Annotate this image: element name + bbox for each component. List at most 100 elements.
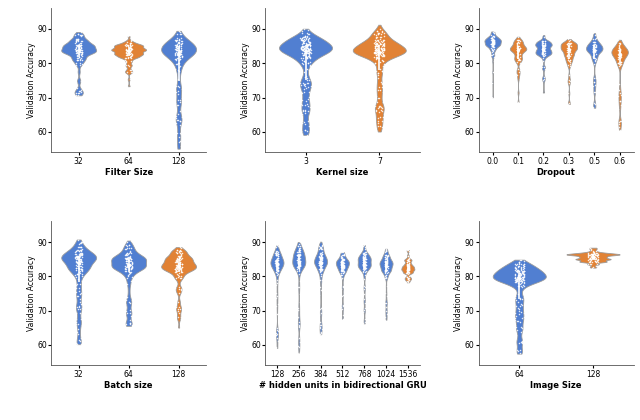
- Point: [373, 122, 383, 129]
- Point: [273, 261, 283, 268]
- Point: [314, 331, 324, 338]
- Point: [487, 37, 497, 44]
- Point: [359, 255, 369, 262]
- Point: [174, 266, 184, 273]
- Point: [380, 33, 390, 39]
- Point: [271, 331, 281, 338]
- Point: [120, 49, 131, 55]
- Point: [70, 250, 81, 257]
- Point: [379, 47, 389, 53]
- Point: [511, 265, 521, 271]
- Point: [540, 48, 550, 55]
- Point: [316, 328, 326, 335]
- Point: [486, 37, 497, 44]
- Point: [401, 270, 412, 276]
- Point: [122, 68, 132, 75]
- Point: [382, 252, 392, 259]
- Point: [371, 37, 381, 44]
- Point: [402, 261, 412, 268]
- Point: [124, 47, 134, 54]
- Point: [176, 248, 186, 255]
- Point: [378, 41, 388, 48]
- Point: [518, 276, 529, 283]
- Point: [585, 256, 595, 263]
- Point: [173, 260, 184, 267]
- Point: [513, 272, 524, 279]
- Point: [125, 39, 135, 46]
- Point: [72, 47, 82, 54]
- Point: [588, 35, 598, 42]
- Point: [588, 48, 598, 55]
- Point: [589, 101, 600, 108]
- Point: [177, 255, 187, 261]
- Point: [73, 36, 83, 43]
- Point: [123, 254, 133, 260]
- Point: [273, 253, 284, 260]
- Point: [381, 253, 392, 260]
- Point: [72, 37, 83, 43]
- Point: [360, 258, 371, 265]
- Point: [170, 262, 180, 268]
- Point: [370, 49, 380, 55]
- Point: [381, 308, 391, 315]
- Point: [371, 47, 381, 54]
- Point: [512, 50, 522, 56]
- Point: [125, 50, 136, 57]
- Point: [171, 269, 181, 276]
- Point: [382, 263, 392, 270]
- Point: [402, 260, 412, 267]
- Point: [402, 259, 412, 266]
- Point: [382, 262, 392, 269]
- Point: [303, 47, 314, 53]
- Point: [124, 47, 134, 54]
- Point: [170, 38, 180, 45]
- Point: [299, 51, 309, 58]
- Point: [71, 48, 81, 55]
- Point: [299, 58, 309, 65]
- Point: [613, 53, 623, 60]
- Point: [380, 258, 390, 265]
- Point: [126, 244, 136, 251]
- Point: [515, 276, 525, 282]
- Point: [371, 43, 381, 50]
- Point: [377, 108, 387, 115]
- Point: [381, 304, 391, 310]
- Point: [175, 56, 185, 63]
- Point: [488, 28, 499, 35]
- Point: [72, 330, 83, 337]
- Point: [589, 255, 600, 262]
- Point: [359, 296, 369, 303]
- Point: [273, 262, 283, 268]
- Point: [373, 42, 383, 49]
- Point: [126, 297, 136, 303]
- Point: [174, 262, 184, 269]
- Point: [302, 33, 312, 40]
- Point: [76, 289, 86, 296]
- Point: [518, 270, 529, 277]
- Point: [404, 260, 414, 267]
- Point: [272, 263, 282, 270]
- Point: [381, 257, 392, 264]
- Point: [378, 79, 388, 86]
- Point: [336, 261, 346, 268]
- Point: [337, 257, 347, 264]
- Point: [172, 259, 182, 266]
- Point: [404, 257, 414, 264]
- Point: [512, 326, 522, 333]
- Point: [314, 269, 324, 276]
- Point: [126, 262, 136, 269]
- Point: [588, 48, 598, 55]
- Point: [273, 327, 283, 334]
- Point: [589, 47, 599, 54]
- Point: [514, 268, 524, 275]
- Point: [488, 43, 498, 50]
- Point: [563, 40, 573, 47]
- Point: [296, 55, 306, 62]
- Point: [172, 262, 182, 269]
- Point: [74, 43, 84, 50]
- Point: [316, 263, 326, 270]
- Point: [122, 261, 132, 268]
- Point: [584, 256, 595, 262]
- Point: [563, 46, 573, 53]
- Point: [316, 245, 326, 252]
